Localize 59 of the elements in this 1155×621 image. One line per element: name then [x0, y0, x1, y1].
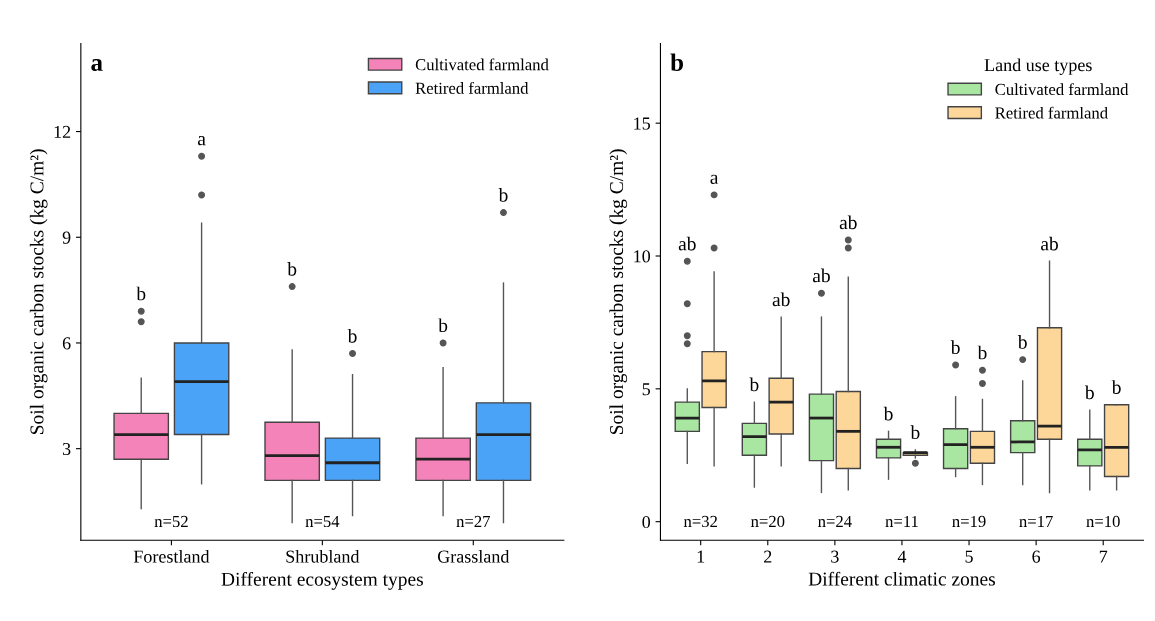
- annotation: n=19: [952, 515, 986, 528]
- x-tick-label: 1: [697, 550, 705, 563]
- text: b: [883, 406, 893, 421]
- legend-label: Cultivated farmland: [415, 58, 549, 71]
- annotation: n=11: [885, 515, 918, 527]
- annotation: n=17: [1019, 515, 1053, 527]
- text: b: [950, 340, 960, 355]
- y-axis-title: Soil organic carbon stocks (kg C/m²): [609, 149, 628, 434]
- x-tick-label: 3: [831, 550, 839, 563]
- x-tick-label: Grassland: [437, 549, 510, 563]
- text: ab: [1041, 236, 1058, 251]
- x-tick-label: 6: [1032, 550, 1041, 563]
- x-tick-label: Forestland: [133, 549, 210, 563]
- y-tick-label: 6: [62, 337, 71, 350]
- text: ab: [839, 215, 857, 230]
- annotation: n=32: [683, 515, 717, 528]
- annotation: n=52: [154, 515, 188, 528]
- annotation: n=54: [305, 515, 340, 528]
- y-axis-title: Soil organic carbon stocks (kg C/m²): [29, 149, 48, 434]
- x-axis-title: Different climatic zones: [808, 571, 996, 586]
- text: ab: [678, 236, 696, 251]
- text: ab: [772, 292, 790, 307]
- text: b: [347, 328, 357, 343]
- y-tick-label: 10: [634, 250, 651, 263]
- text: b: [977, 345, 987, 360]
- chart-title: b: [670, 53, 683, 71]
- text: b: [1084, 385, 1094, 400]
- text: a: [710, 174, 719, 185]
- legend-label: Cultivated farmland: [995, 83, 1129, 96]
- annotation: n=27: [456, 515, 491, 527]
- y-tick-label: 15: [634, 117, 651, 130]
- chart-title: a: [91, 59, 103, 71]
- text: b: [438, 318, 448, 333]
- annotation: n=24: [818, 515, 852, 527]
- x-tick-label: 7: [1099, 550, 1108, 563]
- x-axis-title: Different ecosystem types: [221, 571, 423, 590]
- y-tick-label: 5: [642, 383, 651, 396]
- text: b: [136, 286, 146, 301]
- y-tick-label: 9: [62, 231, 71, 244]
- annotation: n=20: [750, 515, 785, 528]
- text: b: [749, 377, 759, 392]
- text: b: [287, 262, 297, 276]
- text: b: [1017, 335, 1027, 349]
- legend-label: Retired farmland: [415, 81, 529, 94]
- text: b: [910, 425, 920, 440]
- legend-title: Land use types: [984, 58, 1092, 75]
- legend-label: Retired farmland: [995, 106, 1108, 119]
- text: ab: [812, 268, 830, 283]
- x-tick-label: 4: [897, 550, 907, 563]
- text: b: [1111, 380, 1121, 394]
- x-tick-label: Shrubland: [286, 549, 360, 563]
- x-tick-label: 5: [965, 550, 973, 563]
- annotation: n=10: [1086, 515, 1120, 528]
- x-tick-label: 2: [764, 550, 772, 563]
- y-tick-label: 3: [62, 442, 71, 456]
- y-tick-label: 0: [642, 515, 651, 529]
- text: a: [197, 136, 206, 146]
- y-tick-label: 12: [54, 125, 71, 138]
- text: b: [498, 188, 508, 202]
